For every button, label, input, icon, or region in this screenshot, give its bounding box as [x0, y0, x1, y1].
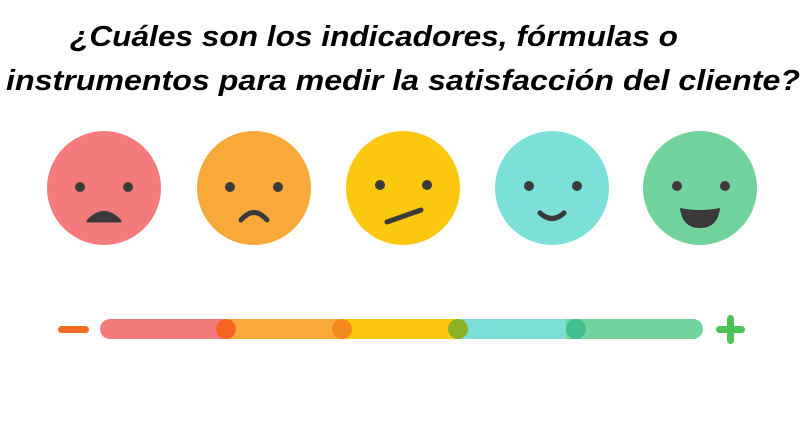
eye: [273, 182, 283, 192]
face-very-unhappy: [47, 131, 161, 245]
scale-bar: [100, 319, 703, 339]
plus-bar: [727, 315, 734, 344]
eye: [375, 180, 385, 190]
eye: [225, 182, 235, 192]
eye: [524, 181, 534, 191]
face: [47, 131, 161, 245]
eye: [75, 182, 85, 192]
face: [346, 131, 460, 245]
bar-segment: [566, 319, 703, 339]
bar-segment: [100, 319, 240, 339]
eye: [123, 182, 133, 192]
face: [643, 131, 757, 245]
bar-segment: [342, 319, 458, 339]
face: [197, 131, 311, 245]
bar-dot: [332, 319, 352, 339]
eye: [422, 180, 432, 190]
bar-dot: [566, 319, 586, 339]
bar-dot: [216, 319, 236, 339]
face-very-happy: [643, 131, 757, 245]
title-line: ¿Cuáles son los indicadores, fórmulas o: [70, 21, 678, 53]
face: [495, 131, 609, 245]
mouth: [238, 210, 270, 223]
eye: [720, 181, 730, 191]
mouth: [384, 207, 424, 225]
face-unhappy: [197, 131, 311, 245]
mouth: [86, 211, 122, 223]
bar-segment: [458, 319, 576, 339]
eye: [672, 181, 682, 191]
face-happy: [495, 131, 609, 245]
mouth: [680, 208, 720, 228]
face-neutral: [346, 131, 460, 245]
eye: [572, 181, 582, 191]
mouth: [537, 210, 567, 221]
plus-icon: [716, 315, 745, 344]
bar-segment: [226, 319, 342, 339]
title-line: instrumentos para medir la satisfacción …: [6, 65, 800, 97]
bar-dot: [448, 319, 468, 339]
minus-icon: [58, 326, 89, 333]
